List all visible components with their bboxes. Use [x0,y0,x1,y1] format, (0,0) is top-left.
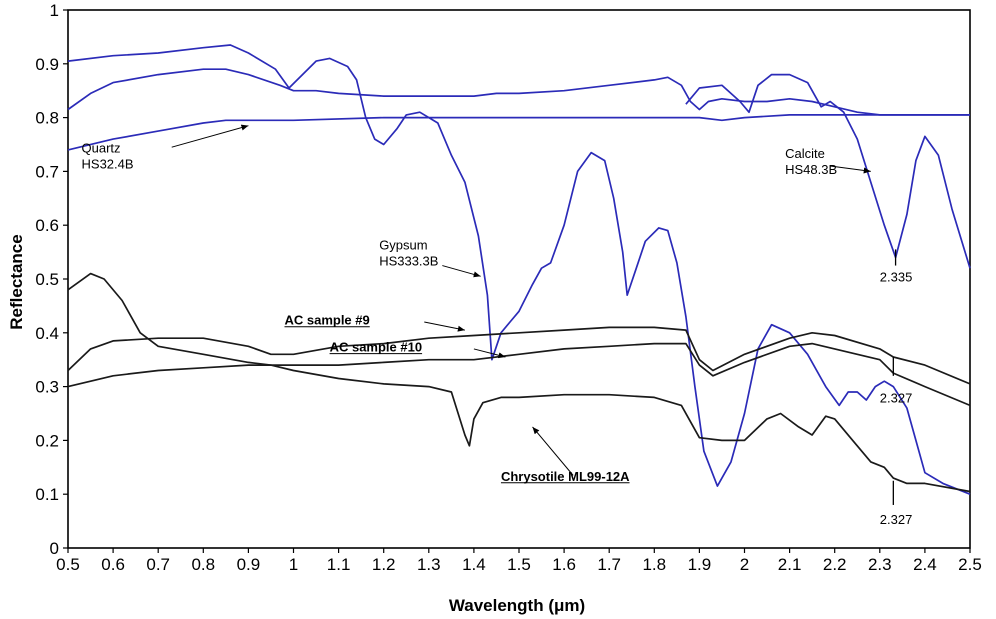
spectrum-line [67,44,971,495]
annotation-arrow [171,124,249,148]
spectrum-line [67,326,971,385]
annotation-label: AC sample #10 [330,340,423,355]
x-tick-label: 1.3 [417,555,441,574]
x-tick-label: 2.3 [868,555,892,574]
y-tick-label: 0.8 [35,109,59,128]
y-tick-label: 0.1 [35,485,59,504]
y-tick-label: 0.3 [35,378,59,397]
annotation-label: Chrysotile ML99-12A [501,469,630,484]
series-lines [67,44,971,495]
y-tick-label: 0.4 [35,324,59,343]
annotation-arrow [424,321,465,332]
annotation-label: AC sample #9 [284,313,369,328]
annotation-label: 2.327 [880,512,913,527]
x-tick-label: 1.9 [688,555,712,574]
annotation-label: HS32.4B [82,157,134,172]
x-tick-label: 1 [289,555,298,574]
annotation-arrow [532,426,574,476]
y-tick-label: 0.5 [35,270,59,289]
annotation-arrow [830,165,871,174]
x-tick-label: 1.2 [372,555,396,574]
spectrum-line [67,114,970,151]
x-tick-label: 1.7 [597,555,621,574]
x-tick-label: 0.7 [146,555,170,574]
y-axis-title: Reflectance [7,234,26,329]
annotation-arrow [473,348,506,359]
x-tick-label: 2.1 [778,555,802,574]
y-tick-label: 0.7 [35,162,59,181]
spectrum-line [67,342,971,407]
annotation-label: HS333.3B [379,254,438,269]
annotation-label: Gypsum [379,237,427,252]
x-tick-label: 1.5 [507,555,531,574]
spectrum-line [685,73,971,269]
axes: 0.5 0.6 0.7 0.8 0.9 1 1.1 1.2 1.3 1.4 1.5 1.6 1.7 1.8… [35,1,981,574]
annotation-label: 2.327 [880,391,913,406]
x-tick-label: 0.6 [101,555,125,574]
y-tick-label: 1 [50,1,59,20]
x-tick-label: 1.4 [462,555,486,574]
annotation-label: Calcite [785,146,825,161]
x-tick-label: 1.8 [642,555,666,574]
plot-frame [67,9,971,549]
x-tick-label: 2.5 [958,555,982,574]
x-tick-label: 0.8 [191,555,215,574]
x-tick-label: 2.2 [823,555,847,574]
spectrum-line [67,272,971,493]
annotation-label: 2.335 [880,270,913,285]
y-tick-label: 0.9 [35,55,59,74]
x-axis-title: Wavelength (μm) [449,596,585,615]
x-tick-label: 0.5 [56,555,80,574]
annotation-label: HS48.3B [785,162,837,177]
annotation-arrow [442,265,481,278]
y-tick-label: 0.2 [35,431,59,450]
spectrum-line [67,68,970,116]
x-tick-label: 2 [740,555,749,574]
y-tick-label: 0.6 [35,216,59,235]
x-tick-label: 1.1 [327,555,351,574]
x-tick-label: 2.4 [913,555,937,574]
annotation-label: Quartz [82,141,121,156]
x-tick-label: 0.9 [237,555,261,574]
y-tick-label: 0 [50,539,59,558]
x-tick-label: 1.6 [552,555,576,574]
